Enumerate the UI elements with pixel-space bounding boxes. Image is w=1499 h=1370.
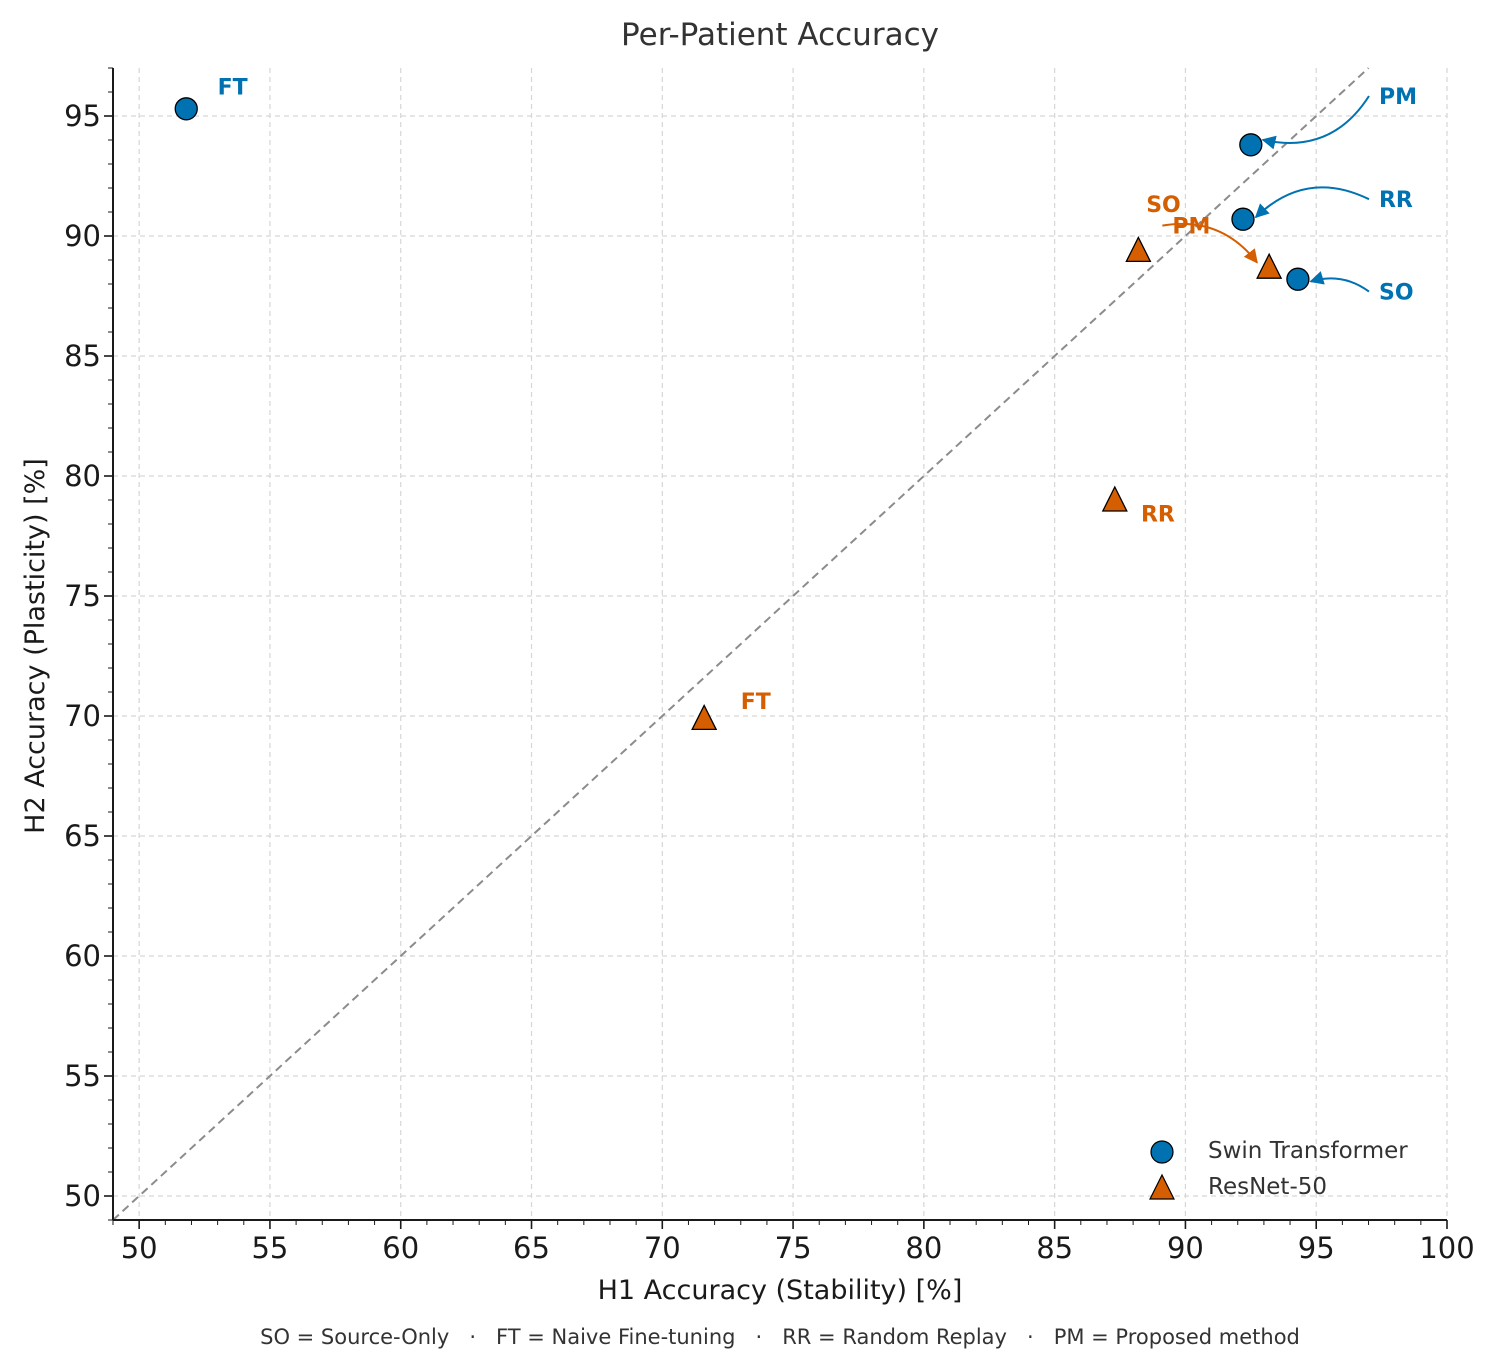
annotation-label-ft: FT <box>741 690 771 715</box>
grid <box>113 68 1448 1220</box>
annotation-arrow <box>1309 271 1370 293</box>
x-tick-label: 50 <box>121 1231 158 1265</box>
point-swin-pm <box>1239 133 1263 157</box>
point-resnet-pm <box>1256 252 1283 279</box>
x-tick-label: 100 <box>1419 1231 1474 1265</box>
data-points <box>174 97 1310 731</box>
point-swin-so <box>1286 267 1310 291</box>
legend: Swin Transformer ResNet-50 <box>1149 1138 1408 1200</box>
y-tick-label: 70 <box>64 699 101 733</box>
x-tick-label: 80 <box>905 1231 942 1265</box>
legend-resnet-label: ResNet-50 <box>1208 1174 1327 1200</box>
annotation-label-rr: RR <box>1141 503 1175 528</box>
legend-swin-label: Swin Transformer <box>1208 1138 1408 1164</box>
x-tick-label: 70 <box>644 1231 681 1265</box>
y-tick-label: 95 <box>64 99 101 133</box>
x-axis-title: H1 Accuracy (Stability) [%] <box>598 1275 963 1306</box>
y-tick-label: 75 <box>64 579 101 613</box>
x-tick-label: 60 <box>382 1231 419 1265</box>
y-tick-label: 80 <box>64 459 101 493</box>
annotation-label-so: SO <box>1146 193 1181 218</box>
annotation-label-so: SO <box>1379 281 1414 306</box>
annotation-label-rr: RR <box>1379 188 1413 213</box>
x-tick-label: 90 <box>1167 1231 1204 1265</box>
point-resnet-ft <box>691 703 718 731</box>
point-resnet-so <box>1125 235 1152 263</box>
y-tick-label: 60 <box>64 939 101 973</box>
legend-swin-marker <box>1150 1140 1174 1164</box>
point-swin-rr <box>1231 207 1255 231</box>
x-tick-label: 95 <box>1298 1231 1335 1265</box>
x-tick-label: 85 <box>1036 1231 1073 1265</box>
legend-resnet-marker <box>1149 1173 1175 1200</box>
y-tick-label: 65 <box>64 819 101 853</box>
annotation-arrow <box>1261 95 1370 150</box>
chart-title: Per-Patient Accuracy <box>621 17 939 53</box>
abbreviation-footnote: SO = Source-Only · FT = Naive Fine-tunin… <box>260 1325 1300 1349</box>
annotation-arrow <box>1254 186 1370 219</box>
point-swin-ft <box>174 97 198 121</box>
x-tick-label: 65 <box>513 1231 550 1265</box>
y-tick-label: 85 <box>64 339 101 373</box>
y-axis-title: H2 Accuracy (Plasticity) [%] <box>20 458 51 834</box>
x-tick-label: 55 <box>251 1231 288 1265</box>
y-tick-label: 55 <box>64 1059 101 1093</box>
y-tick-label: 50 <box>64 1179 101 1213</box>
annotation-label-pm: PM <box>1379 85 1417 110</box>
annotation-label-ft: FT <box>218 75 248 100</box>
y-tick-label: 90 <box>64 219 101 253</box>
axes: 50 55 60 65 70 75 80 85 90 95 100 50 55 60 65 70 75 80 85 9… <box>64 67 1475 1265</box>
diagonal-reference <box>112 67 1370 1221</box>
point-resnet-rr <box>1101 485 1128 512</box>
annotation-arrow <box>1162 222 1258 264</box>
diagonal-line <box>112 67 1370 1221</box>
x-tick-label: 75 <box>775 1231 812 1265</box>
